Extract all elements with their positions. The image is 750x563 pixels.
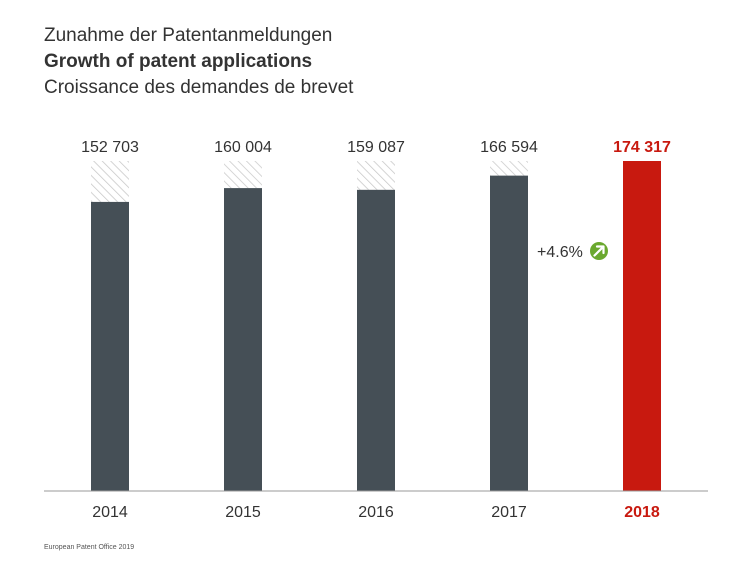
x-tick-label-2014: 2014 bbox=[92, 504, 128, 521]
gap-hatch-2017 bbox=[490, 161, 528, 176]
gap-hatch-2015 bbox=[224, 161, 262, 189]
x-tick-label-2017: 2017 bbox=[491, 504, 527, 521]
gap-hatch-2014 bbox=[91, 161, 129, 202]
bar-2016 bbox=[357, 189, 395, 491]
value-label-2014: 152 703 bbox=[81, 139, 139, 156]
bar-2017 bbox=[490, 175, 528, 492]
x-tick-label-2018: 2018 bbox=[624, 504, 660, 521]
bar-2014 bbox=[91, 201, 129, 491]
value-label-2016: 159 087 bbox=[347, 139, 405, 156]
gap-hatch-2016 bbox=[357, 161, 395, 190]
chart-title-en: Growth of patent applications bbox=[44, 51, 313, 72]
bar-2015 bbox=[224, 188, 262, 491]
arrow-up-right-icon bbox=[590, 242, 608, 260]
value-label-2018: 174 317 bbox=[613, 139, 671, 156]
chart-title-fr: Croissance des demandes de brevet bbox=[44, 77, 354, 98]
x-tick-label-2015: 2015 bbox=[225, 504, 261, 521]
source-note: European Patent Office 2019 bbox=[44, 544, 135, 551]
x-tick-label-2016: 2016 bbox=[358, 504, 394, 521]
value-label-2015: 160 004 bbox=[214, 139, 272, 156]
bar-2018 bbox=[623, 161, 661, 491]
growth-annotation: +4.6% bbox=[537, 244, 583, 261]
chart-title-de: Zunahme der Patentanmeldungen bbox=[44, 25, 333, 46]
value-label-2017: 166 594 bbox=[480, 139, 538, 156]
